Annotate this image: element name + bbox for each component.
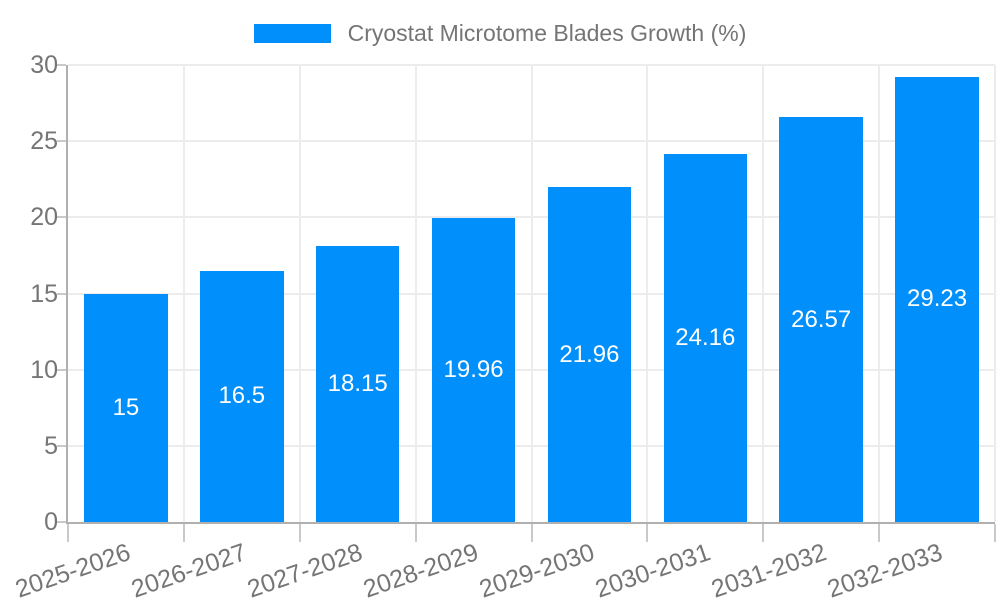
y-tick-label: 5: [44, 431, 58, 460]
y-axis-tick: [57, 368, 66, 371]
x-axis-line: [66, 522, 995, 524]
x-tick-label: 2028-2029: [359, 538, 483, 600]
x-tick-label: 2031-2032: [707, 538, 830, 600]
bar-value-label: 24.16: [675, 323, 736, 351]
v-gridline: [646, 65, 649, 522]
legend-color-swatch: [253, 24, 331, 43]
x-tick-label: 2027-2028: [243, 538, 367, 600]
bar-value-label: 16.5: [218, 382, 266, 410]
y-axis-tick: [57, 292, 66, 295]
x-axis-tick: [67, 524, 69, 542]
x-axis-tick: [762, 524, 765, 542]
bar[interactable]: 26.57: [779, 117, 863, 522]
y-axis-tick: [57, 216, 66, 219]
v-gridline: [182, 65, 185, 522]
x-axis-tick: [878, 524, 881, 542]
x-axis-tick: [414, 524, 417, 542]
y-axis-tick: [57, 64, 66, 66]
v-gridline: [994, 65, 996, 522]
bar[interactable]: 21.96: [547, 187, 632, 522]
x-axis-tick: [298, 524, 301, 542]
plot-area: 15 16.5 18.15 19.96 21.96 24.16 26.57 29.23: [57, 64, 996, 542]
legend-item[interactable]: Cryostat Microtome Blades Growth (%): [0, 20, 1000, 47]
y-tick-label: 15: [30, 279, 58, 308]
y-tick-label: 10: [30, 355, 58, 384]
x-axis-tick: [994, 524, 996, 542]
v-gridline: [298, 65, 301, 522]
x-axis-tick: [530, 524, 533, 542]
x-tick-label: 2029-2030: [475, 538, 598, 600]
y-axis-line: [66, 65, 68, 522]
v-gridline: [762, 65, 765, 522]
x-tick-label: 2025-2026: [12, 538, 135, 600]
bar-value-label: 18.15: [327, 369, 388, 397]
bar[interactable]: 16.5: [200, 270, 284, 522]
v-gridline: [530, 65, 533, 522]
y-tick-label: 20: [30, 203, 58, 232]
legend-label: Cryostat Microtome Blades Growth (%): [347, 20, 747, 46]
bar[interactable]: 29.23: [895, 76, 979, 522]
bar-value-label: 29.23: [907, 285, 968, 313]
bar[interactable]: 15: [84, 293, 168, 522]
y-tick-label: 25: [30, 127, 58, 156]
x-tick-label: 2030-2031: [591, 538, 714, 600]
y-axis-tick: [57, 521, 66, 523]
v-gridline: [878, 65, 881, 522]
bar-value-label: 26.57: [791, 305, 852, 333]
y-axis-tick: [57, 140, 66, 143]
bar-value-label: 15: [112, 393, 140, 421]
x-axis-tick: [182, 524, 185, 542]
x-axis-tick: [646, 524, 649, 542]
bar-value-label: 21.96: [559, 340, 620, 368]
bar[interactable]: 19.96: [431, 217, 516, 522]
bar-value-label: 19.96: [443, 355, 504, 383]
y-tick-label: 30: [30, 51, 58, 79]
x-tick-label: 2026-2027: [128, 538, 251, 600]
y-tick-label: 0: [44, 508, 58, 536]
bar[interactable]: 24.16: [663, 153, 748, 522]
v-gridline: [414, 65, 417, 522]
x-tick-label: 2032-2033: [823, 538, 946, 600]
bar[interactable]: 18.15: [315, 245, 400, 522]
y-axis-tick: [57, 444, 66, 447]
